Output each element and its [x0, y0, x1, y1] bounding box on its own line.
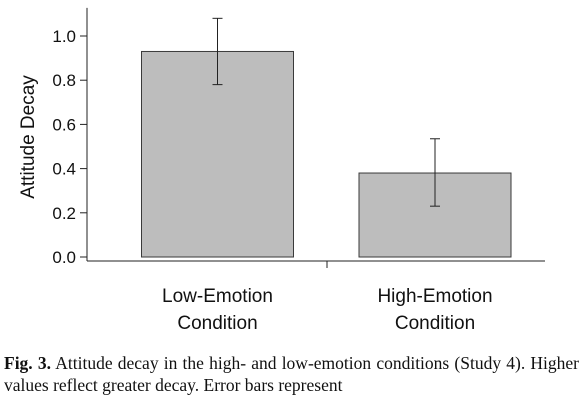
caption-text: Attitude decay in the high- and low-emot… — [4, 353, 580, 395]
y-axis-label: Attitude Decay — [18, 75, 39, 199]
x-category-label-0-1: Condition — [177, 313, 257, 334]
x-category-label-1-1: Condition — [395, 313, 475, 334]
y-tick-label-1: 0.2 — [52, 204, 76, 223]
error-bars — [212, 17, 440, 207]
figure-caption: Fig. 3. Attitude decay in the high- and … — [4, 352, 579, 396]
bar-chart: 0.0 0.2 0.4 0.6 0.8 1.0 Low-Emotion Condition H… — [18, 7, 545, 334]
y-tick-label-0: 0.0 — [52, 248, 76, 267]
bars — [141, 50, 512, 258]
figure-label: Fig. 3. — [4, 353, 51, 373]
x-category-label-0-0: Low-Emotion — [162, 286, 273, 307]
y-tick-label-3: 0.6 — [52, 115, 76, 134]
y-axis: 0.0 0.2 0.4 0.6 0.8 1.0 — [52, 7, 88, 267]
x-axis: Low-Emotion Condition High-Emotion Conditio… — [87, 260, 545, 334]
y-tick-label-5: 1.0 — [52, 27, 76, 46]
bar-0 — [141, 50, 294, 258]
y-tick-label-4: 0.8 — [52, 71, 76, 90]
y-tick-label-2: 0.4 — [52, 160, 76, 179]
x-category-label-1-0: High-Emotion — [377, 286, 492, 307]
